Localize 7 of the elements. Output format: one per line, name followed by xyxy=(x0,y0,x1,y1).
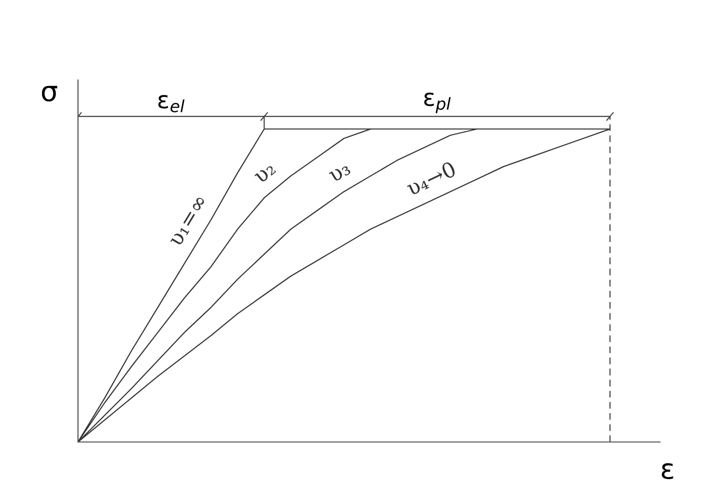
text: ε$_{pl}$ xyxy=(424,92,451,114)
text: υ₄→0 xyxy=(405,160,457,196)
text: υ₂ xyxy=(254,163,276,184)
x-axis-title: ε xyxy=(662,463,674,480)
text: ε$_{el}$ xyxy=(158,94,184,112)
text: υ₃ xyxy=(329,163,352,183)
y-axis-title: σ xyxy=(42,86,58,102)
